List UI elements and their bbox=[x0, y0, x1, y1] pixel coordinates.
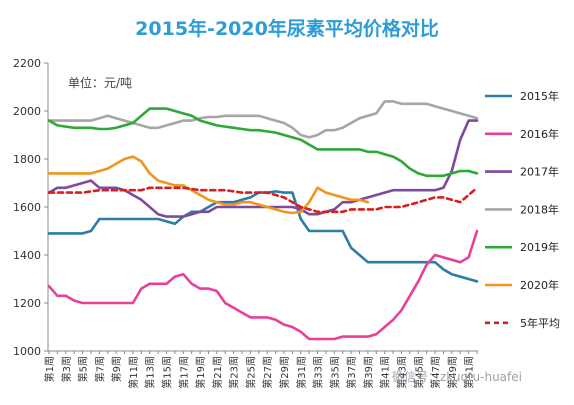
y-tick-label: 2200 bbox=[13, 57, 41, 70]
x-tick-label-group: 第43周 bbox=[395, 356, 408, 389]
y-tick-label: 2000 bbox=[13, 105, 41, 118]
x-tick-label-group: 第45周 bbox=[412, 356, 425, 389]
x-tick-label: 第23周 bbox=[228, 356, 241, 389]
x-tick-label-group: 第35周 bbox=[328, 356, 341, 389]
x-tick-label-group: 第19周 bbox=[194, 356, 207, 389]
x-tick-label-group: 第21周 bbox=[211, 356, 224, 389]
x-tick-label-group: 第39周 bbox=[362, 356, 375, 389]
y-tick-label: 1200 bbox=[13, 297, 41, 310]
x-tick-label-group: 第51周 bbox=[463, 356, 476, 389]
x-tick-label: 第49周 bbox=[446, 356, 459, 389]
x-tick-label-group: 第7周 bbox=[93, 356, 106, 382]
x-tick-label: 第5周 bbox=[77, 356, 90, 382]
x-tick-label: 第13周 bbox=[144, 356, 157, 389]
legend-label: 5年平均 bbox=[520, 316, 560, 330]
legend-label: 2019年 bbox=[520, 240, 559, 254]
y-tick-label: 1000 bbox=[13, 345, 41, 358]
x-tick-label: 第9周 bbox=[110, 356, 123, 382]
x-tick-label: 第35周 bbox=[328, 356, 341, 389]
x-tick-label-group: 第13周 bbox=[144, 356, 157, 389]
x-tick-label-group: 第3周 bbox=[60, 356, 73, 382]
x-tick-label-group: 第5周 bbox=[77, 356, 90, 382]
x-tick-label: 第41周 bbox=[379, 356, 392, 389]
x-tick-label-group: 第37周 bbox=[345, 356, 358, 389]
x-tick-label: 第3周 bbox=[60, 356, 73, 382]
x-tick-label: 第15周 bbox=[160, 356, 173, 389]
x-tick-label: 第19周 bbox=[194, 356, 207, 389]
x-tick-label-group: 第29周 bbox=[278, 356, 291, 389]
series-line-6 bbox=[47, 186, 479, 214]
x-tick-label: 第31周 bbox=[295, 356, 308, 389]
legend-label: 2020年 bbox=[520, 278, 559, 292]
plot-lines bbox=[47, 100, 479, 341]
y-tick-label: 1400 bbox=[13, 249, 41, 262]
x-tick-label-group: 第47周 bbox=[429, 356, 442, 389]
x-tick-label: 第33周 bbox=[312, 356, 325, 389]
x-tick-label: 第39周 bbox=[362, 356, 375, 389]
chart-title: 2015年-2020年尿素平均价格对比 bbox=[135, 18, 439, 40]
x-tick-label-group: 第33周 bbox=[312, 356, 325, 389]
series-line-5 bbox=[47, 155, 370, 215]
x-tick-label: 第43周 bbox=[395, 356, 408, 389]
legend-label: 2015年 bbox=[520, 89, 559, 103]
legend: 2015年 2016年 2017年 2018年 2019年 2020年 5年平均 bbox=[485, 89, 560, 330]
x-tick-label: 第47周 bbox=[429, 356, 442, 389]
x-tick-label-group: 第31周 bbox=[295, 356, 308, 389]
legend-label: 2016年 bbox=[520, 127, 559, 141]
watermark-text: 微信号：zkuotu-huafei bbox=[392, 370, 522, 384]
y-tick-label: 1800 bbox=[13, 153, 41, 166]
x-tick-label-group: 第49周 bbox=[446, 356, 459, 389]
x-tick-label-group: 第17周 bbox=[177, 356, 190, 389]
x-tick-label-group: 第41周 bbox=[379, 356, 392, 389]
x-tick-label: 第25周 bbox=[244, 356, 257, 389]
x-tick-label: 第27周 bbox=[261, 356, 274, 389]
x-tick-label-group: 第1周 bbox=[43, 356, 56, 382]
x-tick-label-group: 第11周 bbox=[127, 356, 140, 389]
x-tick-label: 第37周 bbox=[345, 356, 358, 389]
x-tick-label-group: 第9周 bbox=[110, 356, 123, 382]
y-axis: 1000 1200 1400 1600 1800 2000 2200 bbox=[13, 57, 49, 358]
series-line-4 bbox=[47, 107, 479, 178]
x-tick-label-group: 第25周 bbox=[244, 356, 257, 389]
x-tick-label: 第11周 bbox=[127, 356, 140, 389]
x-tick-label: 第45周 bbox=[412, 356, 425, 389]
x-tick-label-group: 第23周 bbox=[228, 356, 241, 389]
x-tick-label-group: 第27周 bbox=[261, 356, 274, 389]
x-axis: 第1周 第3周 第5周 第7周 第9周 第11周 第13周 第15周 第17周 第19周 第21周第… bbox=[43, 350, 478, 389]
x-tick-label: 第17周 bbox=[177, 356, 190, 389]
y-tick-label: 1600 bbox=[13, 201, 41, 214]
x-tick-label-group: 第15周 bbox=[160, 356, 173, 389]
legend-label: 2018年 bbox=[520, 202, 559, 216]
series-line-3 bbox=[47, 100, 479, 139]
x-tick-label: 第21周 bbox=[211, 356, 224, 389]
series-line-2 bbox=[47, 119, 479, 218]
x-tick-label: 第7周 bbox=[93, 356, 106, 382]
unit-label: 单位：元/吨 bbox=[68, 76, 133, 90]
x-tick-label: 第51周 bbox=[463, 356, 476, 389]
x-tick-label: 第1周 bbox=[43, 356, 56, 382]
legend-label: 2017年 bbox=[520, 165, 559, 179]
x-tick-label: 第29周 bbox=[278, 356, 291, 389]
series-line-1 bbox=[47, 229, 479, 341]
